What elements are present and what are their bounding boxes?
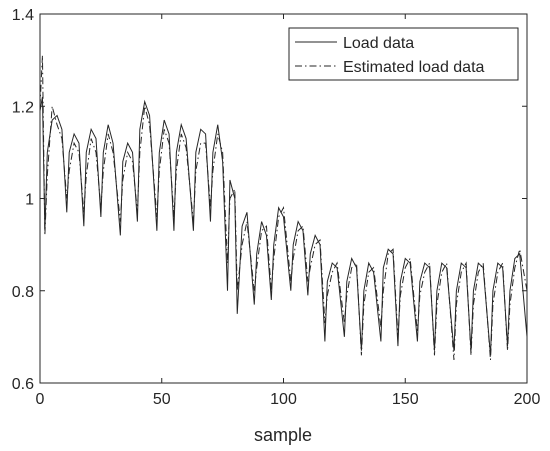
- legend-label: Load data: [343, 35, 414, 52]
- legend-box: [288, 27, 519, 81]
- legend-label: Estimated load data: [343, 59, 485, 76]
- x-tick-label: 0: [36, 391, 45, 408]
- y-tick-label: 1.2: [12, 99, 34, 116]
- x-tick-label: 200: [514, 391, 541, 408]
- x-tick-label: 100: [270, 391, 297, 408]
- line-series: [39, 96, 528, 356]
- y-tick-label: 1.4: [12, 7, 34, 24]
- y-tick-label: 1: [25, 192, 34, 209]
- x-axis-label: sample: [254, 425, 312, 445]
- line-series: [39, 55, 528, 360]
- y-tick-label: 0.8: [12, 284, 34, 301]
- x-tick-label: 50: [153, 391, 171, 408]
- y-tick-label: 0.6: [12, 376, 34, 393]
- x-tick-label: 150: [392, 391, 419, 408]
